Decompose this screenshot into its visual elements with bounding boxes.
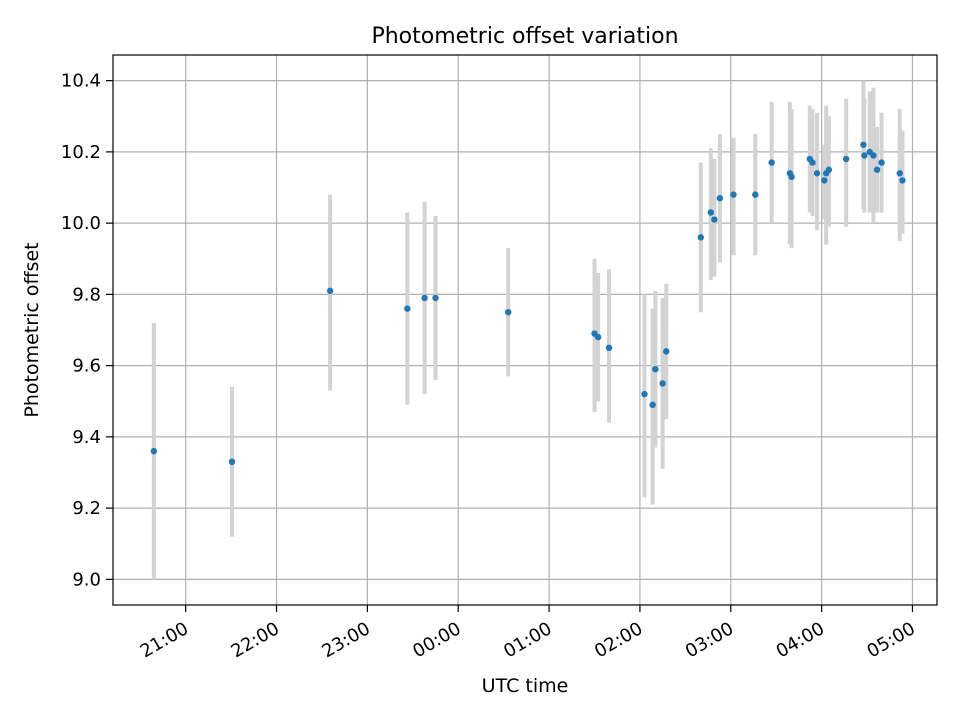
data-point (641, 390, 648, 398)
data-point (813, 170, 821, 177)
data-point (752, 191, 759, 198)
x-tick-label: 02:00 (591, 618, 646, 662)
data-point (899, 177, 906, 184)
x-tick-label: 23:00 (318, 618, 373, 662)
chart-title: Photometric offset variation (371, 24, 678, 49)
x-tick-label: 03:00 (682, 618, 737, 662)
x-tick-label: 21:00 (137, 618, 192, 662)
data-point (504, 308, 512, 316)
plot-frame (112, 54, 938, 606)
data-point (652, 365, 659, 373)
y-axis-label: Photometric offset (21, 242, 43, 417)
data-point (842, 155, 850, 163)
data-point (649, 401, 656, 409)
data-point (326, 287, 334, 295)
data-points (150, 141, 906, 466)
data-point (896, 170, 903, 177)
y-tick-label: 10.0 (61, 213, 101, 234)
data-point (878, 159, 885, 166)
data-point (594, 333, 602, 341)
data-point (659, 380, 666, 387)
y-tick-label: 10.2 (61, 142, 101, 163)
data-point (860, 141, 867, 148)
x-axis-label: UTC time (482, 675, 569, 697)
y-tick-label: 9.0 (72, 569, 101, 590)
data-point (768, 159, 775, 166)
data-point (228, 458, 236, 466)
data-point (870, 152, 877, 159)
data-point (821, 177, 828, 184)
x-tick-label: 00:00 (409, 618, 464, 662)
y-tick-label: 9.4 (72, 427, 101, 448)
data-point (873, 166, 881, 173)
data-point (825, 166, 833, 173)
data-point (697, 234, 704, 241)
y-tick-label: 9.6 (72, 356, 101, 377)
y-tick-label: 9.2 (72, 498, 101, 519)
x-axis-ticks: 21:00 22:00 23:00 00:00 01:00 02:00 03:00 04:00… (137, 605, 919, 662)
y-axis-ticks: 9.0 9.2 9.4 9.6 9.8 10.0 10.2 10.4 (61, 71, 113, 590)
data-point (711, 216, 718, 223)
x-tick-label: 01:00 (500, 618, 555, 662)
data-point (663, 348, 670, 355)
error-bars (151, 80, 905, 580)
y-tick-label: 9.8 (72, 284, 101, 305)
data-point (861, 152, 868, 159)
x-tick-label: 05:00 (864, 618, 919, 662)
data-point (788, 173, 795, 181)
data-point (605, 344, 613, 352)
data-point (809, 159, 816, 166)
data-point (716, 194, 724, 202)
data-point (150, 447, 158, 455)
data-point (707, 209, 714, 216)
x-tick-label: 22:00 (228, 618, 283, 662)
x-tick-label: 04:00 (773, 618, 828, 662)
data-point (432, 294, 439, 302)
grid (113, 55, 937, 605)
data-point (404, 305, 411, 312)
y-tick-label: 10.4 (61, 71, 101, 92)
data-point (730, 191, 737, 198)
data-point (421, 294, 428, 302)
